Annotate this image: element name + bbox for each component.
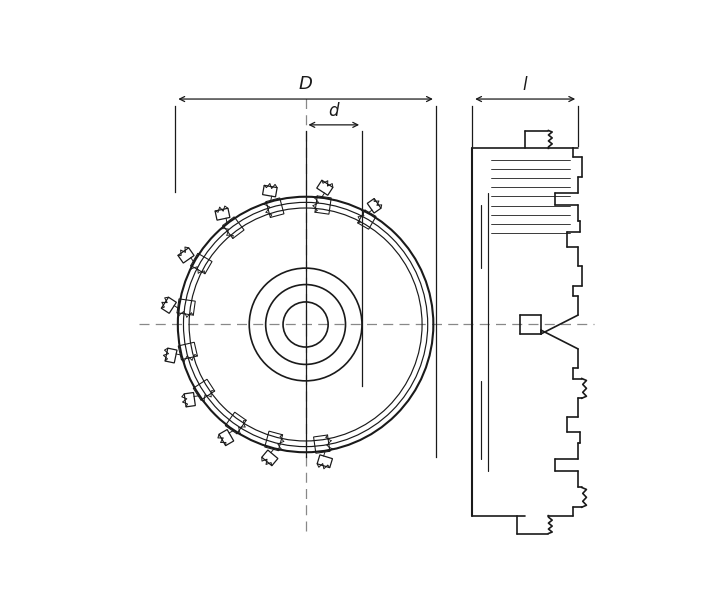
Text: l: l [523, 76, 528, 95]
Text: D: D [299, 76, 312, 93]
Text: d: d [328, 102, 339, 120]
